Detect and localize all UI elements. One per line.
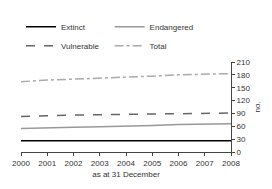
svg-text:180: 180: [237, 71, 251, 80]
svg-text:2003: 2003: [91, 159, 109, 168]
svg-text:Total: Total: [150, 42, 167, 51]
svg-text:2002: 2002: [65, 159, 83, 168]
svg-text:as at 31 December: as at 31 December: [92, 170, 160, 179]
svg-text:30: 30: [237, 135, 246, 144]
svg-text:2001: 2001: [38, 159, 56, 168]
svg-text:2005: 2005: [143, 159, 161, 168]
svg-text:2007: 2007: [196, 159, 214, 168]
svg-text:150: 150: [237, 84, 251, 93]
svg-text:60: 60: [237, 122, 246, 131]
svg-text:2006: 2006: [170, 159, 188, 168]
svg-text:120: 120: [237, 96, 251, 105]
svg-text:210: 210: [237, 58, 251, 67]
svg-text:0: 0: [237, 148, 242, 157]
svg-text:2004: 2004: [117, 159, 135, 168]
svg-text:2000: 2000: [12, 159, 30, 168]
svg-text:Extinct: Extinct: [61, 23, 86, 32]
svg-text:Vulnerable: Vulnerable: [61, 42, 100, 51]
svg-text:no.: no.: [253, 101, 262, 112]
svg-text:2008: 2008: [222, 159, 240, 168]
svg-text:90: 90: [237, 109, 246, 118]
svg-text:Endangered: Endangered: [150, 23, 194, 32]
